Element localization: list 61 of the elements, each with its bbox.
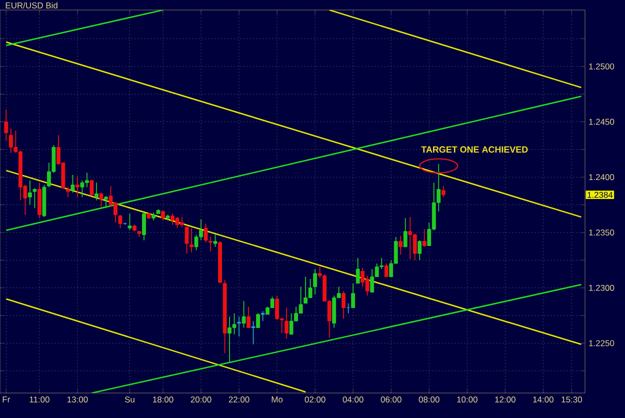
candlestick	[208, 236, 212, 252]
candlestick	[128, 213, 132, 231]
candlestick	[351, 282, 356, 308]
candlestick	[90, 180, 94, 196]
candlestick	[384, 263, 388, 278]
y-tick-label: 1.2450	[589, 118, 614, 125]
candlestick	[104, 196, 108, 209]
x-tick-label: 18:00	[153, 396, 174, 403]
candlestick	[260, 310, 265, 322]
candlestick	[204, 223, 208, 243]
candlestick	[256, 312, 260, 328]
text: 1.2384	[588, 192, 613, 198]
candlestick	[237, 316, 241, 337]
candlestick	[4, 109, 8, 142]
candlestick	[398, 235, 403, 256]
candlestick	[422, 228, 426, 248]
candlestick	[242, 300, 246, 328]
y-tick-label: 1.2300	[589, 284, 614, 291]
candlestick	[99, 192, 104, 208]
candlestick	[441, 186, 446, 198]
candlestick	[284, 307, 289, 340]
candlestick	[356, 258, 360, 284]
candlestick	[32, 188, 37, 209]
x-tick-label: Fr	[2, 396, 10, 402]
x-tick-label: 10:00	[457, 396, 478, 403]
x-tick-label: Mo	[272, 396, 283, 402]
x-tick-label: 20:00	[190, 396, 212, 403]
candlestick	[190, 228, 194, 253]
candlestick	[313, 268, 318, 295]
candlestick	[184, 226, 189, 254]
chart-title: EUR/USD Bid	[6, 2, 58, 8]
x-tick-label: 12:00	[495, 396, 516, 403]
candlestick	[246, 306, 251, 328]
candlestick	[403, 218, 408, 248]
candlestick	[418, 240, 422, 261]
x-tick-label: 14:00	[533, 396, 554, 403]
x-tick-label: 02:00	[304, 396, 326, 403]
y-tick-label: 1.2250	[589, 340, 614, 346]
candlestick	[94, 182, 98, 201]
x-tick-label: Su	[124, 396, 134, 403]
x-tick-label: 08:00	[418, 396, 440, 403]
candlestick	[251, 320, 256, 345]
y-tick-label: 1.2400	[589, 174, 614, 180]
x-tick-label: 15:30	[562, 396, 582, 403]
y-tick-label: 1.2500	[589, 63, 614, 70]
candlestick	[66, 186, 70, 198]
candlestick	[142, 212, 146, 241]
y-tick-label: 1.2350	[589, 230, 614, 236]
x-tick-label: 04:00	[342, 396, 364, 403]
candlestick	[70, 174, 75, 194]
x-tick-label: 06:00	[380, 396, 402, 403]
annotation: TARGET ONE ACHIEVED	[421, 146, 528, 153]
candlestick	[161, 210, 165, 221]
x-tick-label: 11:00	[30, 396, 50, 403]
candlestick	[213, 234, 218, 248]
candlestick	[342, 290, 346, 320]
x-tick-label: 13:00	[68, 396, 88, 403]
candlestick	[118, 214, 122, 229]
candlestick	[28, 180, 32, 206]
candlestick	[76, 176, 80, 198]
x-tick-label: 22:00	[228, 396, 250, 403]
